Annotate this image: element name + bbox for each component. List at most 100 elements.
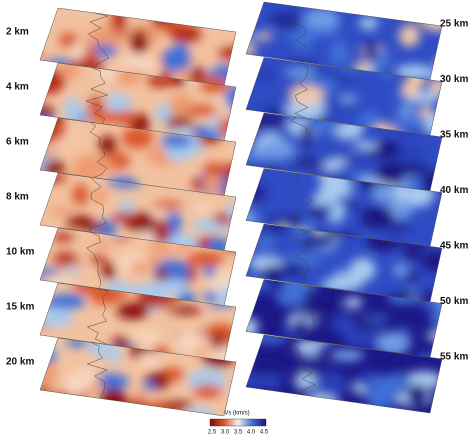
anomaly xyxy=(360,206,394,229)
anomaly xyxy=(168,94,194,118)
anomaly xyxy=(94,373,129,391)
anomaly xyxy=(64,98,83,123)
anomaly xyxy=(405,370,442,389)
anomaly xyxy=(153,200,183,210)
colorbar xyxy=(209,418,267,427)
anomaly xyxy=(211,332,224,351)
anomaly xyxy=(93,188,108,204)
slice-frame xyxy=(245,334,443,414)
anomaly xyxy=(119,55,158,71)
anomaly xyxy=(106,347,121,363)
anomaly xyxy=(246,317,258,340)
anomaly xyxy=(308,205,331,220)
depth-label: 15 km xyxy=(6,302,34,313)
anomaly xyxy=(49,391,66,416)
depth-label: 35 km xyxy=(440,130,468,141)
anomaly xyxy=(206,237,232,251)
anomaly xyxy=(205,13,232,22)
anomaly xyxy=(338,94,359,104)
anomaly xyxy=(304,7,339,30)
anomaly xyxy=(258,139,296,161)
coastline xyxy=(89,176,107,236)
anomaly xyxy=(127,330,163,345)
anomaly xyxy=(54,122,68,139)
coastline xyxy=(294,61,310,120)
coastline xyxy=(294,227,310,287)
anomaly xyxy=(293,373,317,389)
anomaly xyxy=(366,385,396,407)
depth-label: 4 km xyxy=(6,82,29,93)
anomaly xyxy=(111,212,143,223)
anomaly xyxy=(426,330,442,342)
anomaly xyxy=(330,349,365,362)
anomaly xyxy=(358,111,381,130)
anomaly xyxy=(344,326,372,349)
anomaly xyxy=(392,263,409,277)
anomaly xyxy=(40,173,67,183)
anomaly xyxy=(385,221,412,231)
anomaly xyxy=(174,42,188,53)
depth-label: 6 km xyxy=(6,137,29,148)
coastline xyxy=(293,172,313,231)
anomaly xyxy=(344,297,363,309)
anomaly xyxy=(175,331,203,351)
coastline xyxy=(295,283,315,342)
coastline xyxy=(86,231,102,291)
anomaly xyxy=(317,180,354,199)
anomaly xyxy=(72,183,89,206)
anomaly xyxy=(277,11,301,32)
anomaly xyxy=(395,64,434,79)
anomaly xyxy=(303,28,321,41)
anomaly xyxy=(377,331,409,357)
anomaly xyxy=(246,174,254,192)
anomaly xyxy=(40,187,47,196)
anomaly xyxy=(116,302,149,320)
depth-label: 40 km xyxy=(440,185,468,196)
anomaly xyxy=(40,68,65,95)
anomaly xyxy=(121,126,154,149)
anomaly xyxy=(165,306,202,315)
anomaly xyxy=(275,263,307,275)
anomaly xyxy=(119,198,134,217)
depth-label: 20 km xyxy=(6,357,34,368)
anomaly xyxy=(406,384,429,407)
colorbar-tick-label: 4.5 xyxy=(260,430,269,436)
anomaly xyxy=(226,202,236,220)
anomaly xyxy=(99,388,128,414)
anomaly xyxy=(349,257,376,282)
anomaly xyxy=(191,178,205,191)
anomaly xyxy=(86,112,123,123)
anomaly xyxy=(363,38,379,63)
anomaly xyxy=(153,218,171,243)
depth-label: 45 km xyxy=(440,241,468,252)
anomaly xyxy=(300,124,313,148)
anomaly xyxy=(365,405,379,413)
anomaly xyxy=(192,76,231,86)
anomaly xyxy=(292,157,326,168)
anomaly xyxy=(160,133,193,148)
anomaly xyxy=(246,361,286,376)
anomaly xyxy=(294,339,323,356)
anomaly xyxy=(63,372,87,398)
anomaly xyxy=(224,85,236,111)
anomaly xyxy=(40,230,49,239)
anomaly xyxy=(184,126,223,141)
anomaly xyxy=(192,384,222,398)
depth-label: 8 km xyxy=(6,192,29,203)
coastline xyxy=(86,341,108,401)
colorbar-tick-label: 3.0 xyxy=(221,430,230,436)
anomaly xyxy=(351,319,382,331)
anomaly xyxy=(40,234,49,247)
anomaly xyxy=(297,356,329,380)
anomaly xyxy=(111,8,126,34)
anomaly xyxy=(40,68,50,79)
anomaly xyxy=(324,276,363,291)
anomaly xyxy=(48,207,75,216)
anomaly xyxy=(162,401,194,410)
coastline xyxy=(292,338,316,398)
anomaly xyxy=(218,46,236,60)
anomaly xyxy=(84,410,103,416)
anomaly xyxy=(169,26,202,43)
anomaly xyxy=(52,252,78,266)
anomaly xyxy=(246,285,284,295)
